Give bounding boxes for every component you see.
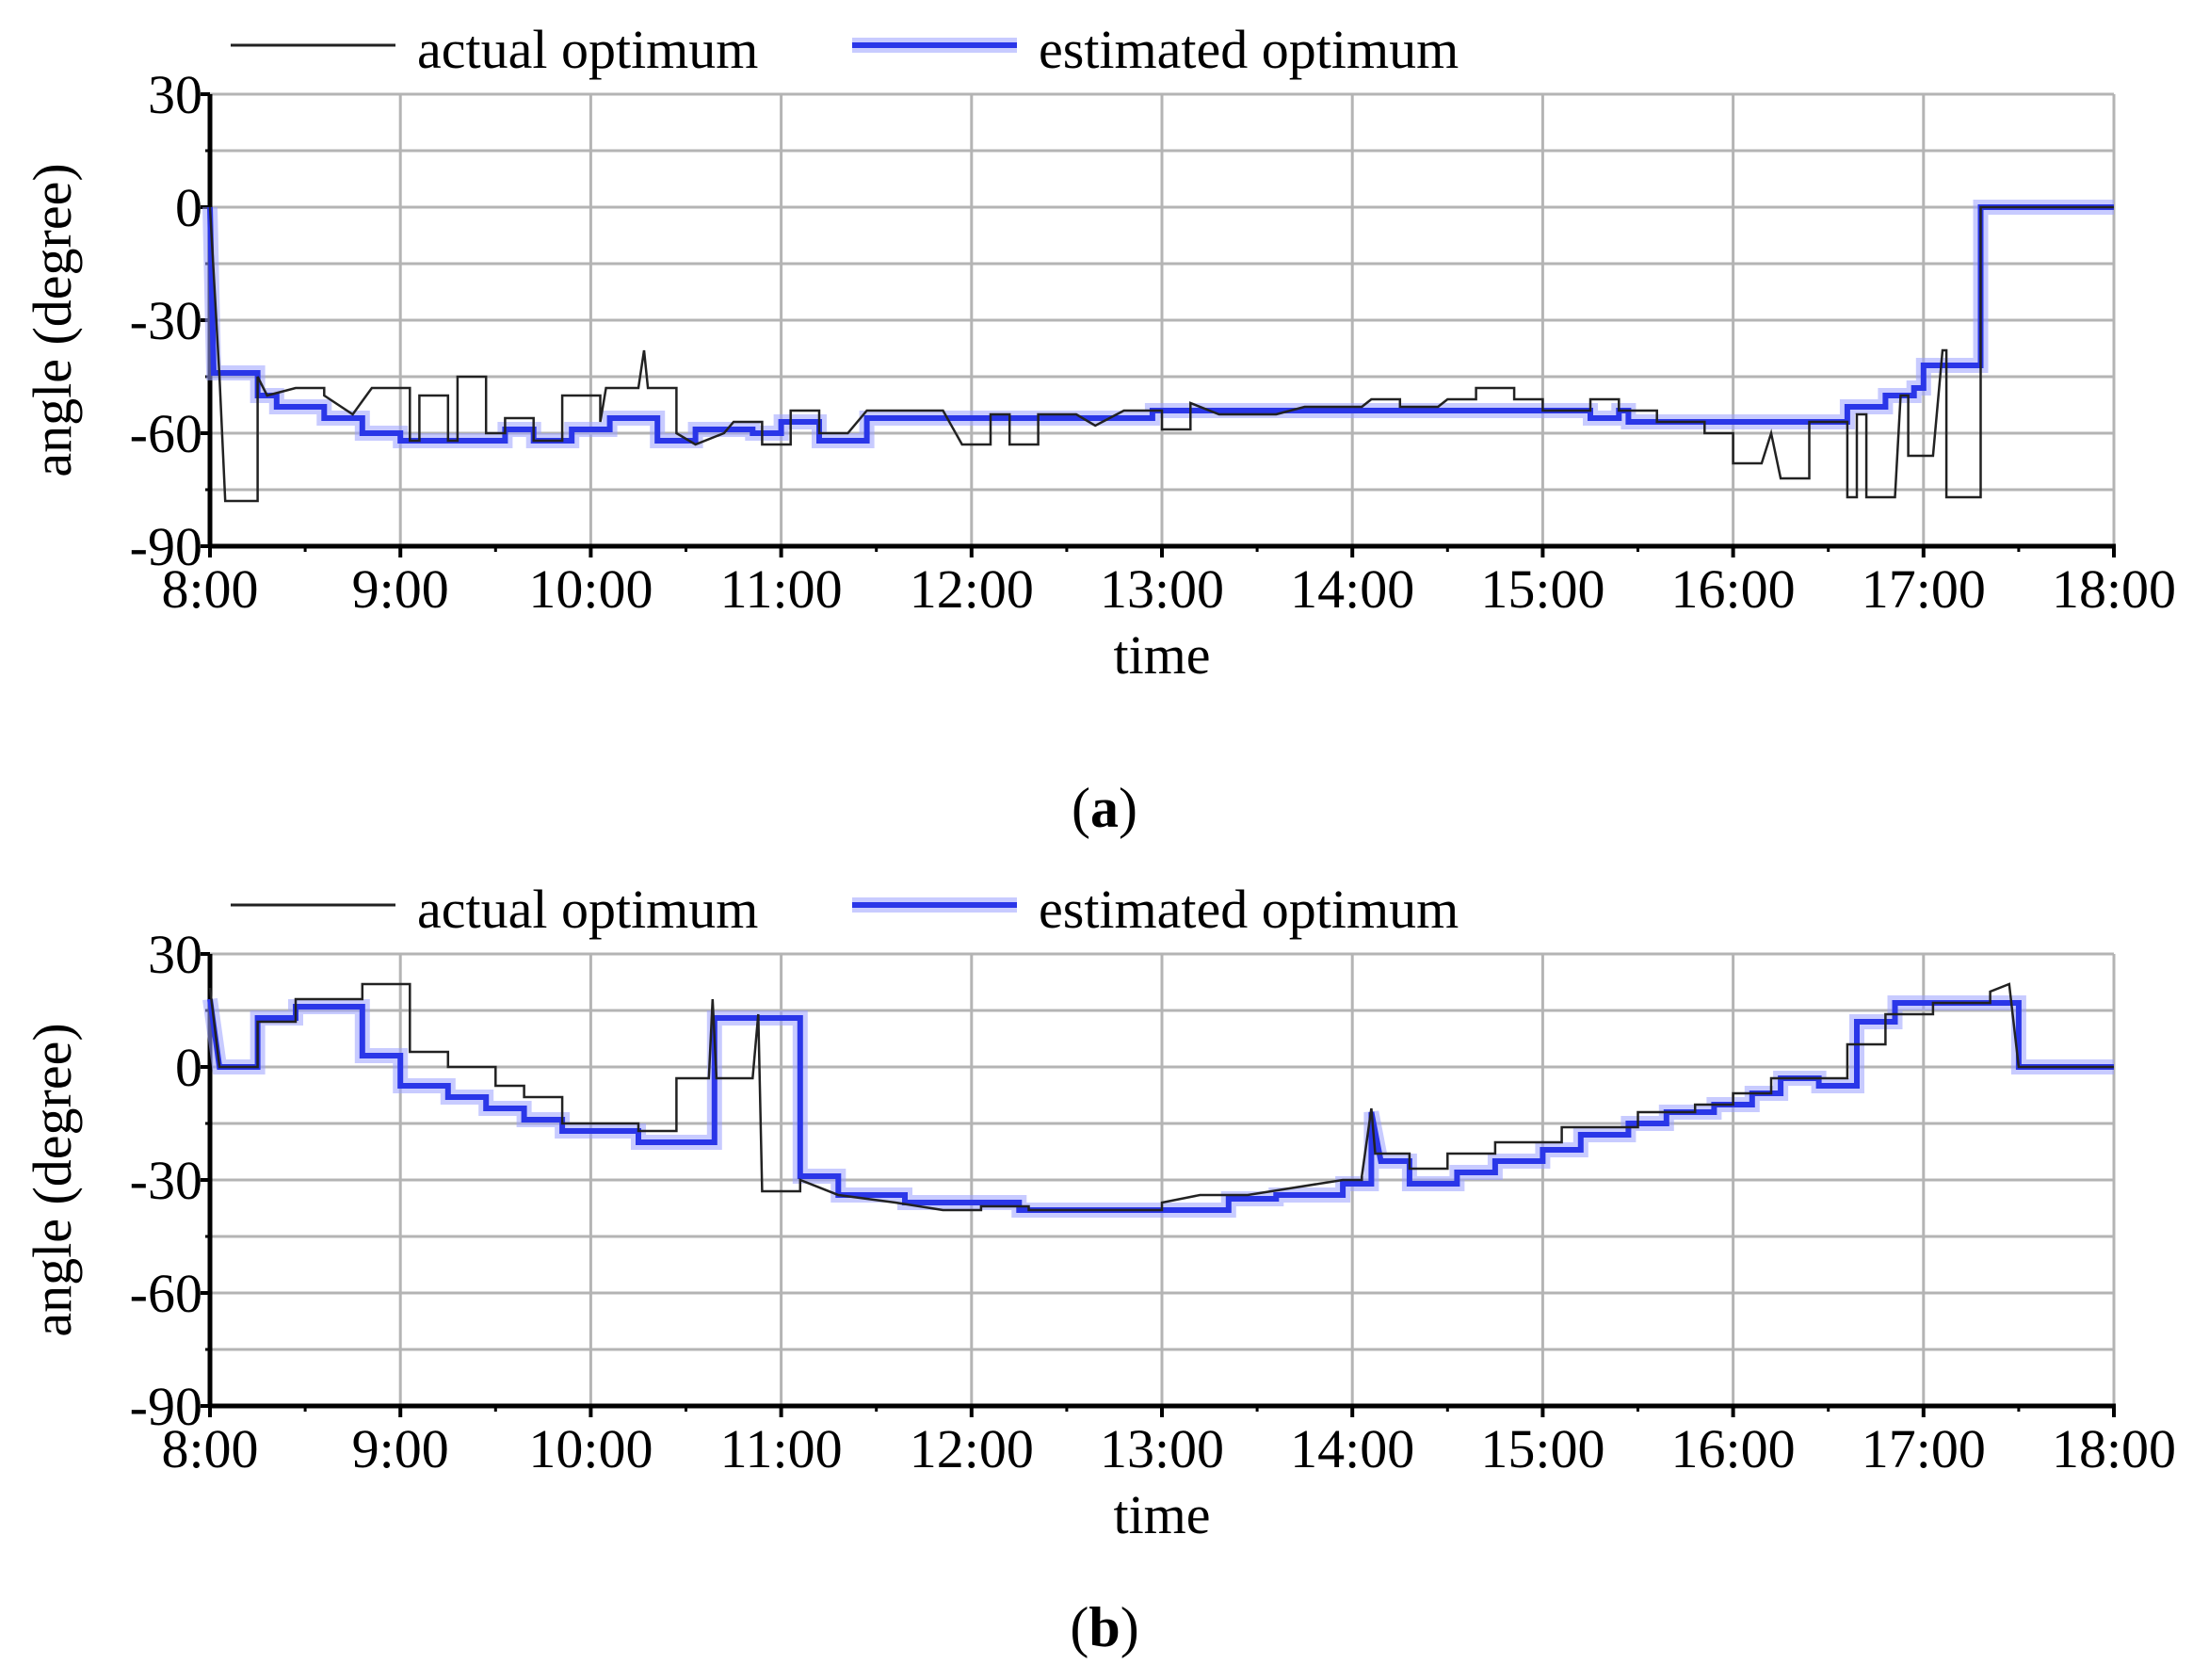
series-actual-line: [208, 982, 2114, 1212]
x-tick-label: 9:00: [352, 558, 449, 620]
series-actual-line: [208, 205, 2114, 503]
y-tick-label: -30: [130, 290, 202, 351]
x-tick-label: 17:00: [1862, 1418, 1986, 1479]
x-tick-label: 12:00: [910, 1418, 1034, 1479]
x-tick-label: 18:00: [2052, 558, 2176, 620]
y-tick-label: -90: [130, 516, 202, 577]
x-tick-label: 13:00: [1100, 558, 1224, 620]
y-tick-label: 0: [175, 1037, 202, 1098]
legend-estimated-label: estimated optimum: [1039, 19, 1459, 80]
chart-panel-a: 30 0 -30 -60 -90 8:00 9:00 10:00 11:00 12:00 13:00…: [0, 0, 2209, 829]
y-tick-label: -60: [130, 1263, 202, 1324]
y-tick-label: 30: [148, 924, 202, 985]
y-tick-label: -30: [130, 1150, 202, 1211]
legend: actual optimum estimated optimum: [231, 19, 1459, 80]
x-axis-title: time: [1113, 624, 1210, 686]
chart-a-svg: 30 0 -30 -60 -908:00 9:00 10:00 11:00 12:00 13:00…: [22, 19, 2176, 686]
legend-estimated-label: estimated optimum: [1039, 879, 1459, 940]
chart-b-svg: 30 0 -30 -60 -908:00 9:00 10:00 11:00 12:00 13:00…: [22, 879, 2176, 1545]
x-tick-label: 11:00: [720, 558, 843, 620]
y-tick-label: 0: [175, 177, 202, 238]
y-axis-title: angle (degree): [22, 163, 83, 477]
x-tick-label: 11:00: [720, 1418, 843, 1479]
x-axis-title: time: [1113, 1484, 1210, 1545]
panel-label-a: (a): [1072, 777, 1137, 839]
legend-actual-label: actual optimum: [417, 879, 758, 940]
grid: [210, 92, 2116, 546]
x-tick-label: 17:00: [1862, 558, 1986, 620]
legend: actual optimum estimated optimum: [231, 879, 1459, 940]
x-tick-label: 14:00: [1290, 558, 1414, 620]
x-tick-label: 15:00: [1480, 558, 1604, 620]
chart-panel-b: 30 0 -30 -60 -90 8:00 9:00 10:00 11:00 12:00 13:00…: [0, 860, 2209, 1675]
y-tick-label: 30: [148, 64, 202, 125]
x-tick-label: 8:00: [161, 1418, 258, 1479]
y-tick-label: -60: [130, 403, 202, 464]
x-tick-label: 12:00: [910, 558, 1034, 620]
series-estimated-line: [207, 204, 2114, 444]
x-tick-label: 9:00: [352, 1418, 449, 1479]
legend-actual-label: actual optimum: [417, 19, 758, 80]
panel-label-b: (b): [1070, 1596, 1139, 1658]
x-tick-label: 15:00: [1480, 1418, 1604, 1479]
x-tick-label: 10:00: [528, 558, 653, 620]
y-axis-title: angle (degree): [22, 1023, 83, 1336]
series-estimated-line: [207, 998, 2114, 1213]
x-tick-label: 18:00: [2052, 1418, 2176, 1479]
x-tick-label: 14:00: [1290, 1418, 1414, 1479]
x-tick-label: 10:00: [528, 1418, 653, 1479]
x-tick-label: 8:00: [161, 558, 258, 620]
x-tick-label: 16:00: [1671, 558, 1796, 620]
x-tick-label: 13:00: [1100, 1418, 1224, 1479]
y-tick-label: -90: [130, 1376, 202, 1437]
x-tick-label: 16:00: [1671, 1418, 1796, 1479]
grid: [210, 952, 2116, 1406]
